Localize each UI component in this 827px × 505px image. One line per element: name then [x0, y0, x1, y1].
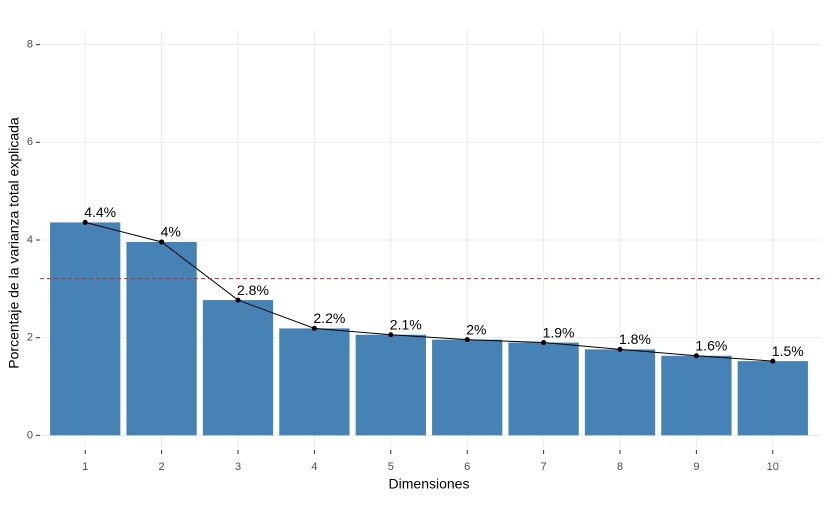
point [82, 219, 88, 225]
bar [355, 334, 426, 436]
point [311, 325, 317, 331]
value-label: 2.1% [390, 316, 422, 332]
value-label: 1.6% [695, 337, 727, 353]
y-tick-label: 8 [27, 39, 33, 51]
x-tick-label: 5 [388, 461, 394, 473]
x-axis-title: Dimensiones [389, 476, 470, 492]
x-tick-label: 9 [693, 461, 699, 473]
bar [50, 222, 121, 436]
point [693, 353, 699, 359]
trend-line [85, 221, 773, 362]
y-tick-label: 2 [27, 332, 33, 344]
y-tick-label: 6 [27, 136, 33, 148]
value-label: 2.2% [313, 310, 345, 326]
x-tick-label: 2 [159, 461, 165, 473]
x-tick-label: 4 [311, 461, 317, 473]
value-label: 1.5% [772, 343, 804, 359]
bar [279, 328, 350, 436]
value-label: 4% [161, 224, 181, 240]
bar [661, 355, 732, 436]
value-label: 2% [466, 321, 486, 337]
y-tick-label: 0 [27, 429, 33, 441]
bar [432, 339, 503, 436]
bar [508, 342, 579, 436]
point [770, 358, 776, 364]
x-tick-label: 7 [541, 461, 547, 473]
bar [202, 300, 274, 436]
y-axis-title: Porcentaje de la varianza total explicad… [6, 117, 22, 369]
point [159, 239, 165, 245]
bar [584, 349, 656, 436]
bar [737, 361, 808, 436]
x-tick-label: 6 [464, 461, 470, 473]
point [617, 346, 623, 352]
bar [126, 241, 197, 436]
x-tick-label: 10 [767, 461, 779, 473]
value-label: 4.4% [84, 204, 116, 220]
point [388, 332, 394, 338]
point [235, 297, 241, 303]
x-tick-label: 8 [617, 461, 623, 473]
point [464, 337, 470, 343]
value-label: 2.8% [237, 282, 269, 298]
value-label: 1.9% [543, 324, 575, 340]
x-tick-label: 1 [82, 461, 88, 473]
value-label: 1.8% [619, 331, 651, 347]
x-tick-label: 3 [235, 461, 241, 473]
y-tick-label: 4 [27, 234, 33, 246]
point [541, 340, 547, 346]
